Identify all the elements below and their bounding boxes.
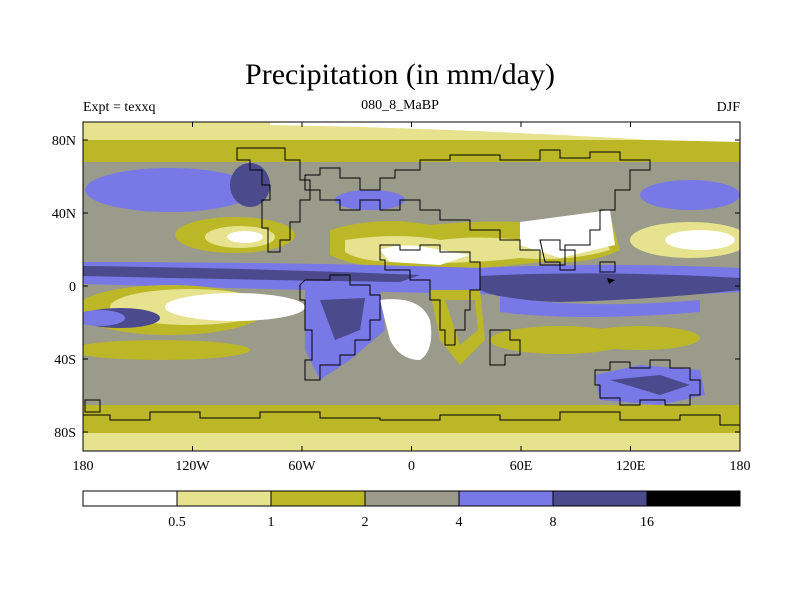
x-tick-label: 180: [73, 459, 94, 474]
s-pacific-dry: [165, 293, 305, 321]
colorbar-box: [364, 490, 460, 507]
africa-south-grey: [445, 300, 478, 345]
y-tick-label: 80N: [52, 134, 76, 149]
period-label: 080_8_MaBP: [361, 98, 439, 113]
antarctic-band: [83, 428, 740, 451]
coastlines: [83, 147, 740, 426]
colorbar-frame: [82, 490, 741, 507]
y-tick-label: 80S: [54, 426, 76, 441]
s-atlantic-dry: [380, 299, 432, 360]
colorbar-label: 1: [268, 515, 275, 530]
ne-pacific-dry: [665, 230, 735, 250]
colorbar: 0.5 1 2 4 8 16: [82, 490, 741, 530]
x-tick-label: 0: [408, 459, 415, 474]
colorbar-label: 8: [550, 515, 557, 530]
s-pacific-west-band: [83, 340, 250, 360]
n-pacific-storm-track: [85, 168, 255, 212]
x-tick-label: 120E: [616, 459, 646, 474]
south-pacific-convergence: [500, 296, 700, 317]
y-tick-label: 40S: [54, 353, 76, 368]
colorbar-box: [646, 490, 741, 507]
colorbar-box: [82, 490, 178, 507]
australia-core: [610, 375, 690, 395]
n-pacific-core: [230, 163, 270, 207]
amazon-core: [320, 298, 365, 340]
y-tick-label: 0: [69, 280, 76, 295]
experiment-label: Expt = texxq: [83, 100, 156, 115]
map-title: Precipitation (in mm/day): [245, 58, 555, 91]
y-tick-label: 40N: [52, 207, 76, 222]
itcz-core-east: [480, 273, 740, 302]
arctic-dry-zone: [270, 122, 740, 142]
axis-ticks: [82, 122, 741, 451]
colorbar-label: 16: [640, 515, 654, 530]
s-pacific-wet-edge: [83, 310, 125, 326]
colorbar-box: [270, 490, 366, 507]
n-subtropic-dry: [227, 231, 263, 243]
colorbar-label: 4: [456, 515, 463, 530]
asia-dry: [520, 210, 615, 258]
colorbar-label: 0.5: [168, 515, 186, 530]
north-midlat-band: [83, 140, 740, 162]
colorbar-box: [176, 490, 272, 507]
south-high-band: [83, 405, 740, 433]
marker: [607, 278, 615, 284]
s-pacific-east-band: [580, 326, 700, 350]
colorbar-box: [458, 490, 554, 507]
x-tick-label: 60E: [510, 459, 533, 474]
itcz-core-west: [83, 266, 420, 282]
x-tick-label: 180: [730, 459, 751, 474]
colorbar-box: [552, 490, 648, 507]
season-label: DJF: [716, 100, 740, 115]
colorbar-label: 2: [362, 515, 369, 530]
nw-pacific-storm-track: [640, 180, 740, 210]
precipitation-field: [83, 122, 740, 451]
x-tick-label: 120W: [175, 459, 210, 474]
x-tick-label: 60W: [288, 459, 316, 474]
